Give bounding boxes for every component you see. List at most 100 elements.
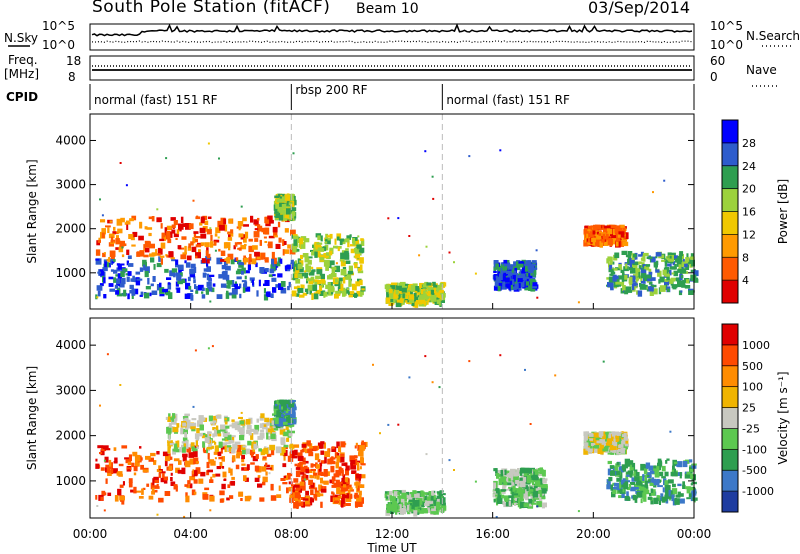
power-cell — [688, 259, 692, 264]
power-cell — [594, 237, 599, 242]
power-cell — [292, 246, 298, 253]
velocity-cell — [300, 472, 305, 475]
velocity-cell — [96, 505, 99, 507]
velocity-cell — [506, 488, 510, 491]
velocity-cell — [354, 482, 360, 486]
velocity-cell — [656, 466, 660, 472]
power-colorbar-tick-label: 12 — [742, 228, 756, 241]
velocity-cell — [308, 497, 313, 500]
power-cell — [652, 191, 654, 194]
velocity-cell — [397, 505, 400, 510]
power-cell — [187, 276, 191, 282]
velocity-cell — [207, 347, 210, 350]
power-cell — [103, 277, 106, 284]
power-cell — [121, 277, 126, 285]
power-cell — [498, 282, 504, 286]
velocity-cell — [133, 486, 137, 494]
velocity-cell — [265, 471, 268, 476]
velocity-cell — [613, 438, 616, 444]
velocity-cell — [302, 498, 309, 501]
power-cell — [188, 286, 192, 290]
power-cell — [616, 235, 619, 242]
power-cell — [193, 231, 197, 238]
power-cell — [187, 246, 192, 251]
power-cell — [324, 244, 329, 251]
power-cell — [106, 262, 110, 268]
power-cell — [272, 226, 278, 233]
power-cell — [640, 268, 644, 273]
velocity-cell — [311, 475, 315, 479]
power-cell — [185, 282, 191, 290]
velocity-cell — [167, 446, 171, 454]
power-cell — [217, 236, 220, 239]
power-cell — [112, 259, 116, 262]
velocity-cell — [207, 431, 211, 438]
power-cell — [102, 267, 108, 272]
velocity-cell — [647, 496, 652, 500]
power-cell — [642, 264, 646, 268]
velocity-cell — [345, 465, 350, 471]
velocity-cell — [182, 437, 188, 441]
velocity-cell — [118, 463, 124, 467]
velocity-cell — [175, 440, 178, 444]
velocity-cell — [248, 432, 252, 436]
power-cell — [121, 254, 125, 258]
velocity-cell — [627, 460, 634, 465]
velocity-cell — [331, 446, 335, 450]
velocity-cell — [269, 444, 276, 451]
velocity-cell — [285, 426, 289, 430]
power-cell — [259, 267, 265, 274]
power-cell — [319, 273, 325, 279]
velocity-cell — [639, 486, 645, 491]
power-cell — [202, 272, 207, 278]
power-cell — [104, 261, 108, 268]
velocity-cell — [238, 416, 243, 419]
power-cell — [100, 219, 106, 223]
velocity-cell — [597, 447, 602, 454]
velocity-cell — [152, 478, 155, 486]
velocity-cell — [615, 463, 618, 468]
power-cell — [139, 267, 144, 272]
velocity-cell — [154, 486, 160, 489]
velocity-cell — [493, 499, 496, 503]
velocity-cell — [234, 424, 241, 431]
velocity-cell — [531, 485, 535, 490]
velocity-cell — [617, 448, 624, 452]
power-cell — [532, 262, 536, 265]
power-cell — [497, 271, 501, 278]
velocity-cell — [185, 424, 189, 430]
velocity-cell — [304, 477, 309, 481]
velocity-cell — [398, 504, 402, 511]
power-cell — [193, 279, 196, 284]
power-cell — [264, 241, 268, 243]
power-cell — [112, 231, 116, 235]
power-cell — [329, 233, 333, 239]
velocity-cell — [274, 417, 279, 425]
velocity-cell — [209, 440, 216, 443]
power-cell — [346, 288, 350, 291]
power-cell — [418, 254, 421, 257]
velocity-cell — [519, 467, 526, 474]
power-cell — [151, 290, 158, 295]
velocity-cell — [624, 482, 628, 489]
velocity-cell — [106, 466, 111, 474]
velocity-cell — [250, 433, 254, 440]
velocity-cell — [530, 473, 534, 479]
velocity-cell — [606, 442, 611, 446]
power-cell — [474, 272, 477, 275]
velocity-cell — [297, 488, 302, 493]
velocity-cell — [270, 464, 274, 471]
power-cell — [609, 256, 613, 264]
power-cell — [512, 273, 518, 277]
velocity-cell — [197, 420, 203, 427]
velocity-cell — [497, 494, 502, 499]
velocity-cell — [538, 484, 541, 492]
velocity-cell — [193, 447, 198, 452]
power-cell — [622, 238, 627, 243]
velocity-cell — [195, 435, 198, 439]
power-cell — [316, 242, 323, 245]
power-cell — [272, 263, 275, 267]
power-cell — [258, 279, 261, 287]
velocity-colorbar-swatch — [722, 470, 738, 492]
power-cell — [274, 257, 277, 265]
